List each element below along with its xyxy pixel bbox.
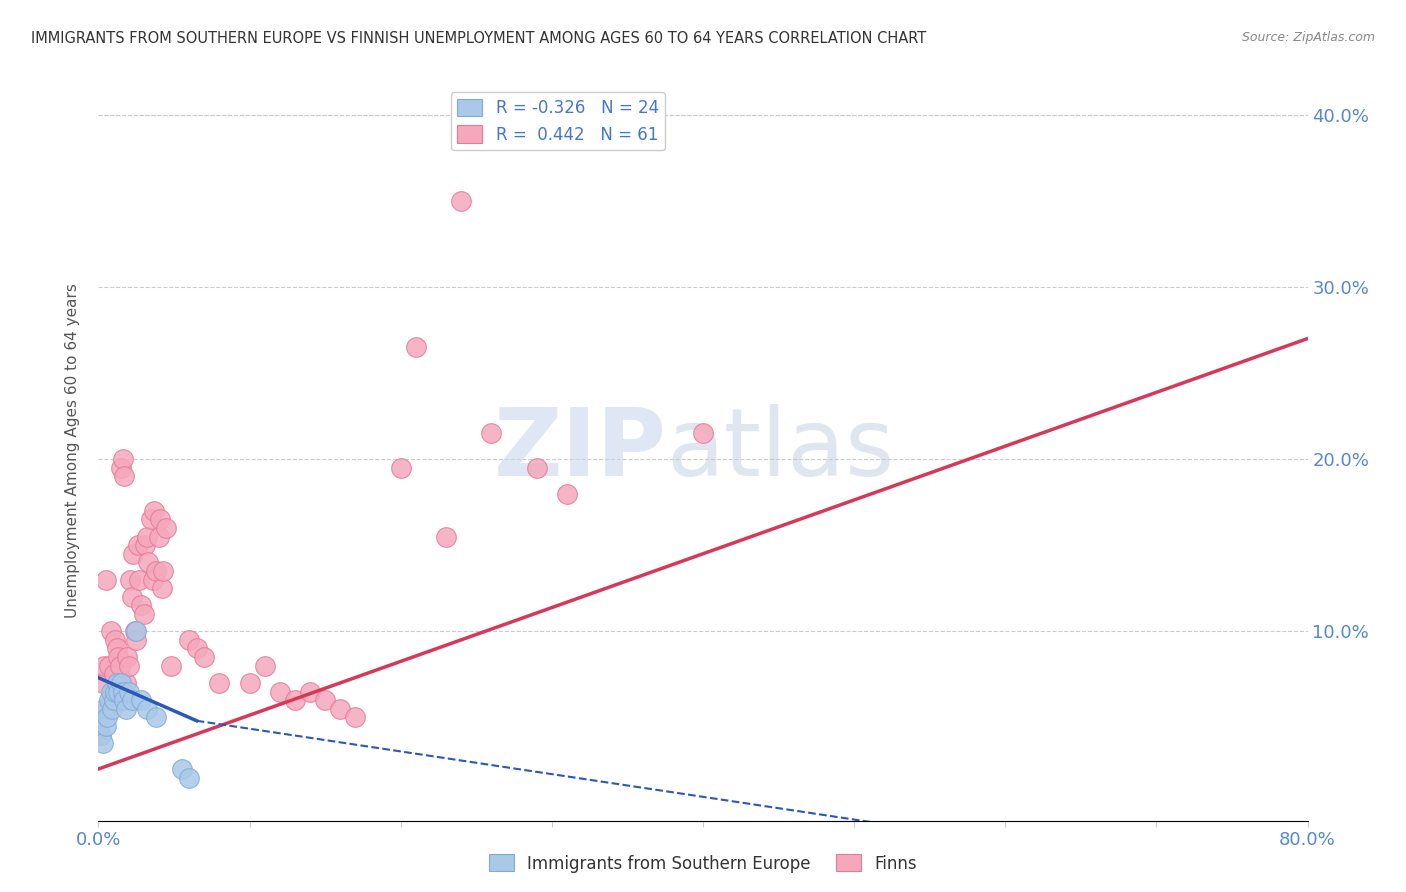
- Point: [150, 581, 173, 595]
- Point: [450, 194, 472, 208]
- Point: [299, 684, 322, 698]
- Point: [170, 762, 193, 776]
- Point: [526, 460, 548, 475]
- Point: [134, 538, 156, 552]
- Point: [111, 684, 134, 698]
- Point: [135, 530, 157, 544]
- Point: [91, 736, 114, 750]
- Point: [120, 573, 142, 587]
- Point: [105, 676, 128, 690]
- Point: [93, 702, 115, 716]
- Point: [94, 719, 117, 733]
- Text: Source: ZipAtlas.com: Source: ZipAtlas.com: [1241, 31, 1375, 45]
- Point: [344, 710, 367, 724]
- Point: [129, 693, 152, 707]
- Point: [692, 426, 714, 441]
- Point: [118, 684, 141, 698]
- Point: [179, 771, 201, 785]
- Point: [193, 650, 215, 665]
- Point: [104, 684, 127, 698]
- Point: [122, 547, 145, 561]
- Point: [108, 658, 131, 673]
- Point: [152, 564, 174, 578]
- Point: [101, 684, 124, 698]
- Point: [405, 340, 427, 354]
- Point: [314, 693, 336, 707]
- Point: [93, 658, 115, 673]
- Point: [434, 530, 457, 544]
- Point: [98, 693, 121, 707]
- Point: [208, 676, 231, 690]
- Point: [125, 624, 148, 639]
- Point: [135, 702, 157, 716]
- Point: [555, 486, 578, 500]
- Point: [89, 727, 111, 741]
- Point: [118, 658, 141, 673]
- Point: [112, 693, 135, 707]
- Point: [91, 676, 114, 690]
- Point: [179, 632, 201, 647]
- Point: [110, 676, 132, 690]
- Point: [329, 702, 352, 716]
- Point: [103, 667, 125, 681]
- Point: [128, 573, 150, 587]
- Point: [186, 641, 208, 656]
- Point: [284, 693, 307, 707]
- Point: [121, 693, 143, 707]
- Point: [96, 710, 118, 724]
- Point: [90, 727, 112, 741]
- Point: [101, 702, 124, 716]
- Point: [149, 512, 172, 526]
- Point: [253, 658, 276, 673]
- Point: [148, 530, 170, 544]
- Point: [104, 632, 127, 647]
- Point: [100, 684, 122, 698]
- Point: [103, 693, 125, 707]
- Point: [127, 538, 149, 552]
- Point: [110, 460, 132, 475]
- Legend: Immigrants from Southern Europe, Finns: Immigrants from Southern Europe, Finns: [482, 847, 924, 880]
- Point: [143, 504, 166, 518]
- Point: [145, 710, 167, 724]
- Point: [239, 676, 262, 690]
- Point: [136, 555, 159, 569]
- Point: [125, 632, 148, 647]
- Y-axis label: Unemployment Among Ages 60 to 64 years: Unemployment Among Ages 60 to 64 years: [65, 283, 80, 618]
- Point: [112, 469, 135, 483]
- Point: [94, 573, 117, 587]
- Text: ZIP: ZIP: [494, 404, 666, 497]
- Point: [105, 641, 128, 656]
- Point: [160, 658, 183, 673]
- Point: [132, 607, 155, 621]
- Point: [145, 564, 167, 578]
- Text: atlas: atlas: [666, 404, 896, 497]
- Point: [115, 650, 138, 665]
- Point: [107, 684, 129, 698]
- Point: [269, 684, 291, 698]
- Point: [100, 624, 122, 639]
- Point: [107, 650, 129, 665]
- Point: [114, 702, 136, 716]
- Text: IMMIGRANTS FROM SOUTHERN EUROPE VS FINNISH UNEMPLOYMENT AMONG AGES 60 TO 64 YEAR: IMMIGRANTS FROM SOUTHERN EUROPE VS FINNI…: [31, 31, 927, 46]
- Point: [114, 676, 136, 690]
- Point: [481, 426, 503, 441]
- Point: [142, 573, 165, 587]
- Point: [155, 521, 177, 535]
- Point: [111, 452, 134, 467]
- Point: [121, 590, 143, 604]
- Point: [124, 624, 146, 639]
- Legend: R = -0.326   N = 24, R =  0.442   N = 61: R = -0.326 N = 24, R = 0.442 N = 61: [450, 92, 665, 151]
- Point: [98, 658, 121, 673]
- Point: [389, 460, 412, 475]
- Point: [96, 702, 118, 716]
- Point: [141, 512, 163, 526]
- Point: [129, 599, 152, 613]
